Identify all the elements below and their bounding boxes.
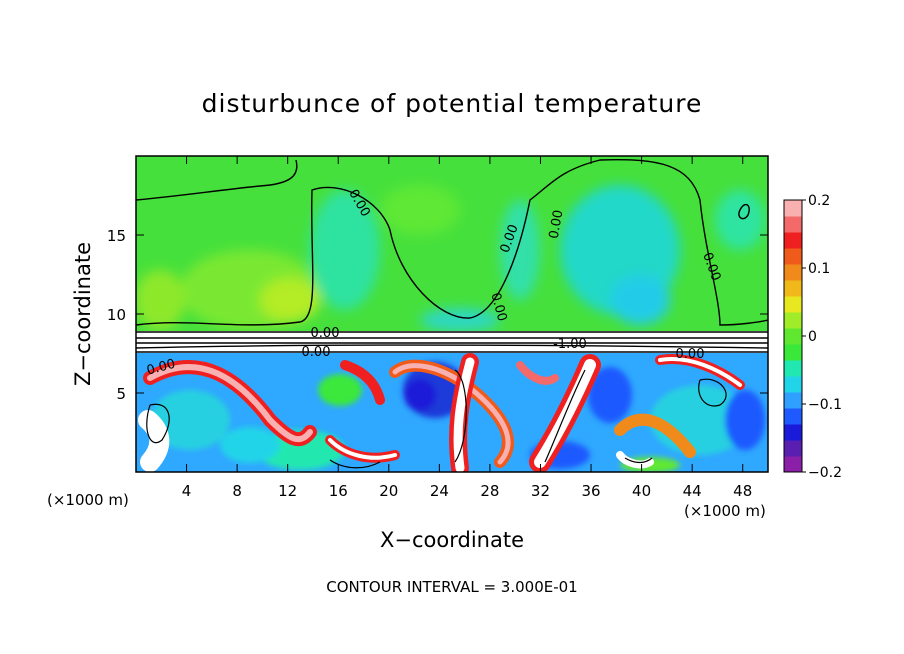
colorbar-segment [784, 424, 802, 441]
x-tick-label: 4 [182, 482, 192, 500]
lower-contour-lines [146, 369, 727, 469]
x-unit-right: (×1000 m) [684, 502, 766, 520]
x-tick-label: 44 [683, 482, 702, 500]
upper-layer-contour-band [136, 331, 768, 353]
contour-interval-note: CONTOUR INTERVAL = 3.000E-01 [326, 578, 577, 596]
colorbar-tick-label: 0.2 [808, 193, 830, 209]
colorbar-segment [784, 248, 802, 265]
x-tick-label: 12 [278, 482, 297, 500]
chart-title: disturbunce of potential temperature [202, 89, 703, 118]
y-axis-ticks: 5 10 15 [107, 227, 768, 403]
contour-label: 0.00 [311, 326, 340, 341]
contour-label: 0.00 [487, 291, 509, 323]
colorbar-segment [784, 360, 802, 377]
x-tick-label: 20 [379, 482, 398, 500]
colorbar-segment [784, 408, 802, 425]
colorbar-ticks: 0.2 0.1 0 −0.1 −0.2 [802, 193, 842, 481]
colorbar-tick-label: −0.2 [808, 465, 842, 481]
contour-label: 0.00 [547, 209, 567, 240]
x-axis-label: X−coordinate [380, 528, 524, 552]
contour-label: 0.00 [145, 357, 177, 379]
colorbar-tick-label: 0.1 [808, 261, 830, 277]
x-tick-label: 40 [632, 482, 651, 500]
warm-anomaly-filaments [138, 353, 745, 472]
x-unit-left: (×1000 m) [47, 491, 129, 509]
x-tick-label: 32 [531, 482, 550, 500]
x-tick-label: 24 [430, 482, 449, 500]
colorbar [784, 200, 802, 473]
colorbar-tick-label: −0.1 [808, 397, 842, 413]
colorbar-segment [784, 328, 802, 345]
colorbar-segment [784, 440, 802, 457]
x-axis-ticks: 4 8 12 16 20 24 28 32 36 40 44 48 [182, 156, 752, 500]
contour-label: 0.00 [302, 345, 331, 360]
x-tick-label: 28 [480, 482, 499, 500]
colorbar-segment [784, 376, 802, 393]
y-tick-label: 10 [107, 306, 126, 324]
upper-layer-patches [136, 185, 765, 332]
colorbar-segment [784, 200, 802, 217]
x-tick-label: 16 [329, 482, 348, 500]
y-tick-label: 5 [116, 385, 126, 403]
y-axis-label: Z−coordinate [71, 242, 95, 386]
colorbar-segment [784, 280, 802, 297]
colorbar-segment [784, 264, 802, 281]
colorbar-segment [784, 392, 802, 409]
contour-lines [136, 158, 768, 353]
colorbar-segment [784, 296, 802, 313]
colorbar-segment [784, 456, 802, 473]
plot-area [136, 156, 768, 472]
colorbar-tick-label: 0 [808, 329, 817, 345]
colorbar-segment [784, 312, 802, 329]
colorbar-segment [784, 216, 802, 233]
y-tick-label: 15 [107, 227, 126, 245]
colorbar-segment [784, 344, 802, 361]
colorbar-segment [784, 232, 802, 249]
contour-label: -1.00 [553, 337, 587, 352]
x-tick-label: 36 [581, 482, 600, 500]
contour-label: 0.00 [676, 347, 705, 362]
x-tick-label: 48 [733, 482, 752, 500]
x-tick-label: 8 [232, 482, 242, 500]
